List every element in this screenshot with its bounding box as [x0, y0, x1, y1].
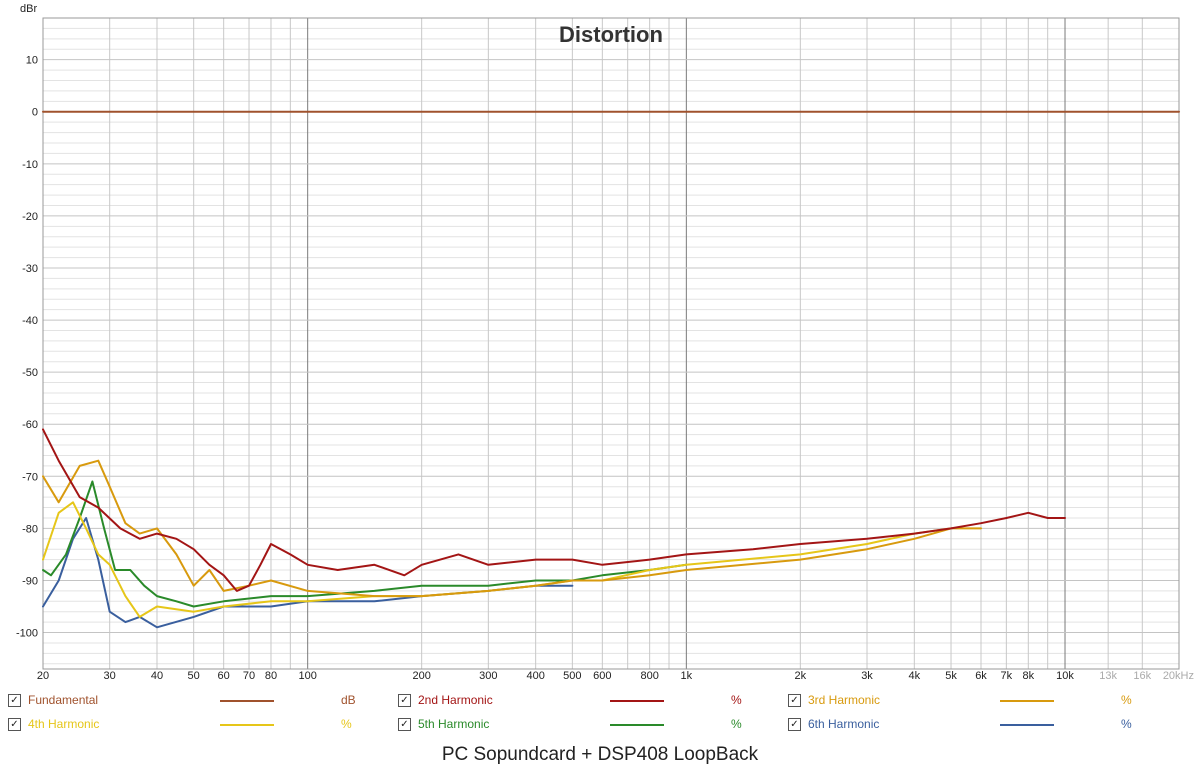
major-grid [43, 18, 1179, 669]
x-tick-label: 20 [37, 670, 49, 682]
series-layer [42, 110, 1180, 629]
x-tick-label: 70 [243, 670, 255, 682]
x-tick-label: 4k [909, 670, 921, 682]
x-tick-label: 300 [479, 670, 497, 682]
legend-swatch [220, 700, 274, 702]
series-line-4th-harmonic [42, 501, 952, 618]
x-tick-label: 10k [1056, 670, 1074, 682]
x-tick-label: 600 [593, 670, 611, 682]
y-tick-label: -20 [22, 211, 38, 223]
y-axis-label: dBr [20, 3, 37, 15]
y-tick-label: -60 [22, 419, 38, 431]
legend-item-2nd-harmonic[interactable]: ✓ 2nd Harmonic% [398, 692, 778, 712]
x-tick-label: 80 [265, 670, 277, 682]
x-tick-label: 400 [526, 670, 544, 682]
x-tick-label: 800 [640, 670, 658, 682]
plot-frame [42, 17, 1180, 670]
legend-item-3rd-harmonic[interactable]: ✓ 3rd Harmonic% [788, 692, 1168, 712]
x-axis-ticks: 20 30 40 50 60 70 80 100 200 300 400 500 600 800 1k 2k 3… [37, 670, 1194, 682]
x-tick-label: 5k [945, 670, 957, 682]
y-tick-label: -100 [16, 628, 38, 640]
x-tick-label: 1k [681, 670, 693, 682]
legend-unit: % [1121, 693, 1132, 707]
legend-item-5th-harmonic[interactable]: ✓ 5th Harmonic% [398, 716, 778, 736]
series-line-5th-harmonic [42, 480, 688, 608]
y-tick-label: 10 [26, 55, 38, 67]
legend: ✓ Fundamental dB ✓ 2nd Harmonic% ✓ 3rd Harmoni… [0, 688, 1200, 736]
x-tick-label: 6k [975, 670, 987, 682]
x-tick-label: 2k [795, 670, 807, 682]
y-tick-label: -80 [22, 523, 38, 535]
legend-checkbox[interactable]: ✓ [8, 694, 21, 707]
legend-checkbox[interactable]: ✓ [788, 694, 801, 707]
x-tick-label: 50 [188, 670, 200, 682]
legend-item-4th-harmonic[interactable]: ✓ 4th Harmonic% [8, 716, 388, 736]
distortion-chart: 100-10-20-30-40-50-60-70-80-90-100 20 30 4… [16, 3, 1194, 682]
legend-unit: % [341, 717, 352, 731]
y-tick-label: 0 [32, 107, 38, 119]
series-line-3rd-harmonic [42, 459, 982, 598]
legend-checkbox[interactable]: ✓ [788, 718, 801, 731]
legend-label: 5th Harmonic [418, 717, 490, 731]
x-tick-label: 60 [218, 670, 230, 682]
minor-grid [43, 17, 1179, 669]
legend-checkbox[interactable]: ✓ [398, 718, 411, 731]
y-tick-label: -10 [22, 159, 38, 171]
x-tick-label: 13k [1099, 670, 1117, 682]
legend-unit: % [731, 717, 742, 731]
legend-item-6th-harmonic[interactable]: ✓ 6th Harmonic% [788, 716, 1168, 736]
legend-unit: % [1121, 717, 1132, 731]
y-axis-ticks: 10 0 -10 -20 -30 -40 -50 -60 -70 -80 -90 -100 [16, 55, 38, 640]
x-tick-label: 100 [298, 670, 316, 682]
y-tick-label: -40 [22, 315, 38, 327]
legend-label: 3rd Harmonic [808, 693, 881, 707]
x-tick-label: 30 [104, 670, 116, 682]
y-tick-label: -50 [22, 367, 38, 379]
x-tick-label: 16k [1133, 670, 1151, 682]
legend-label: 4th Harmonic [28, 717, 100, 731]
x-tick-label: 3k [861, 670, 873, 682]
legend-checkbox[interactable]: ✓ [398, 694, 411, 707]
x-tick-label: 8k [1023, 670, 1035, 682]
legend-item-fundamental[interactable]: ✓ Fundamental dB [8, 692, 388, 712]
x-tick-label: 40 [151, 670, 163, 682]
x-tick-label: 7k [1001, 670, 1013, 682]
x-tick-label: 20kHz [1163, 670, 1194, 682]
legend-swatch [610, 724, 664, 726]
x-tick-label: 500 [563, 670, 581, 682]
legend-unit: % [731, 693, 742, 707]
y-tick-label: -70 [22, 471, 38, 483]
chart-title: Distortion [559, 22, 663, 47]
legend-swatch [1000, 700, 1054, 702]
legend-swatch [610, 700, 664, 702]
y-tick-label: -90 [22, 575, 38, 587]
legend-label: 6th Harmonic [808, 717, 880, 731]
legend-label: 2nd Harmonic [418, 693, 493, 707]
series-line-2nd-harmonic [42, 428, 1066, 592]
chart-caption: PC Sopundcard + DSP408 LoopBack [441, 744, 759, 765]
legend-checkbox[interactable]: ✓ [8, 718, 21, 731]
x-tick-label: 200 [412, 670, 430, 682]
legend-label: Fundamental [28, 693, 99, 707]
legend-swatch [1000, 724, 1054, 726]
y-tick-label: -30 [22, 263, 38, 275]
legend-unit: dB [341, 693, 356, 707]
legend-swatch [220, 724, 274, 726]
